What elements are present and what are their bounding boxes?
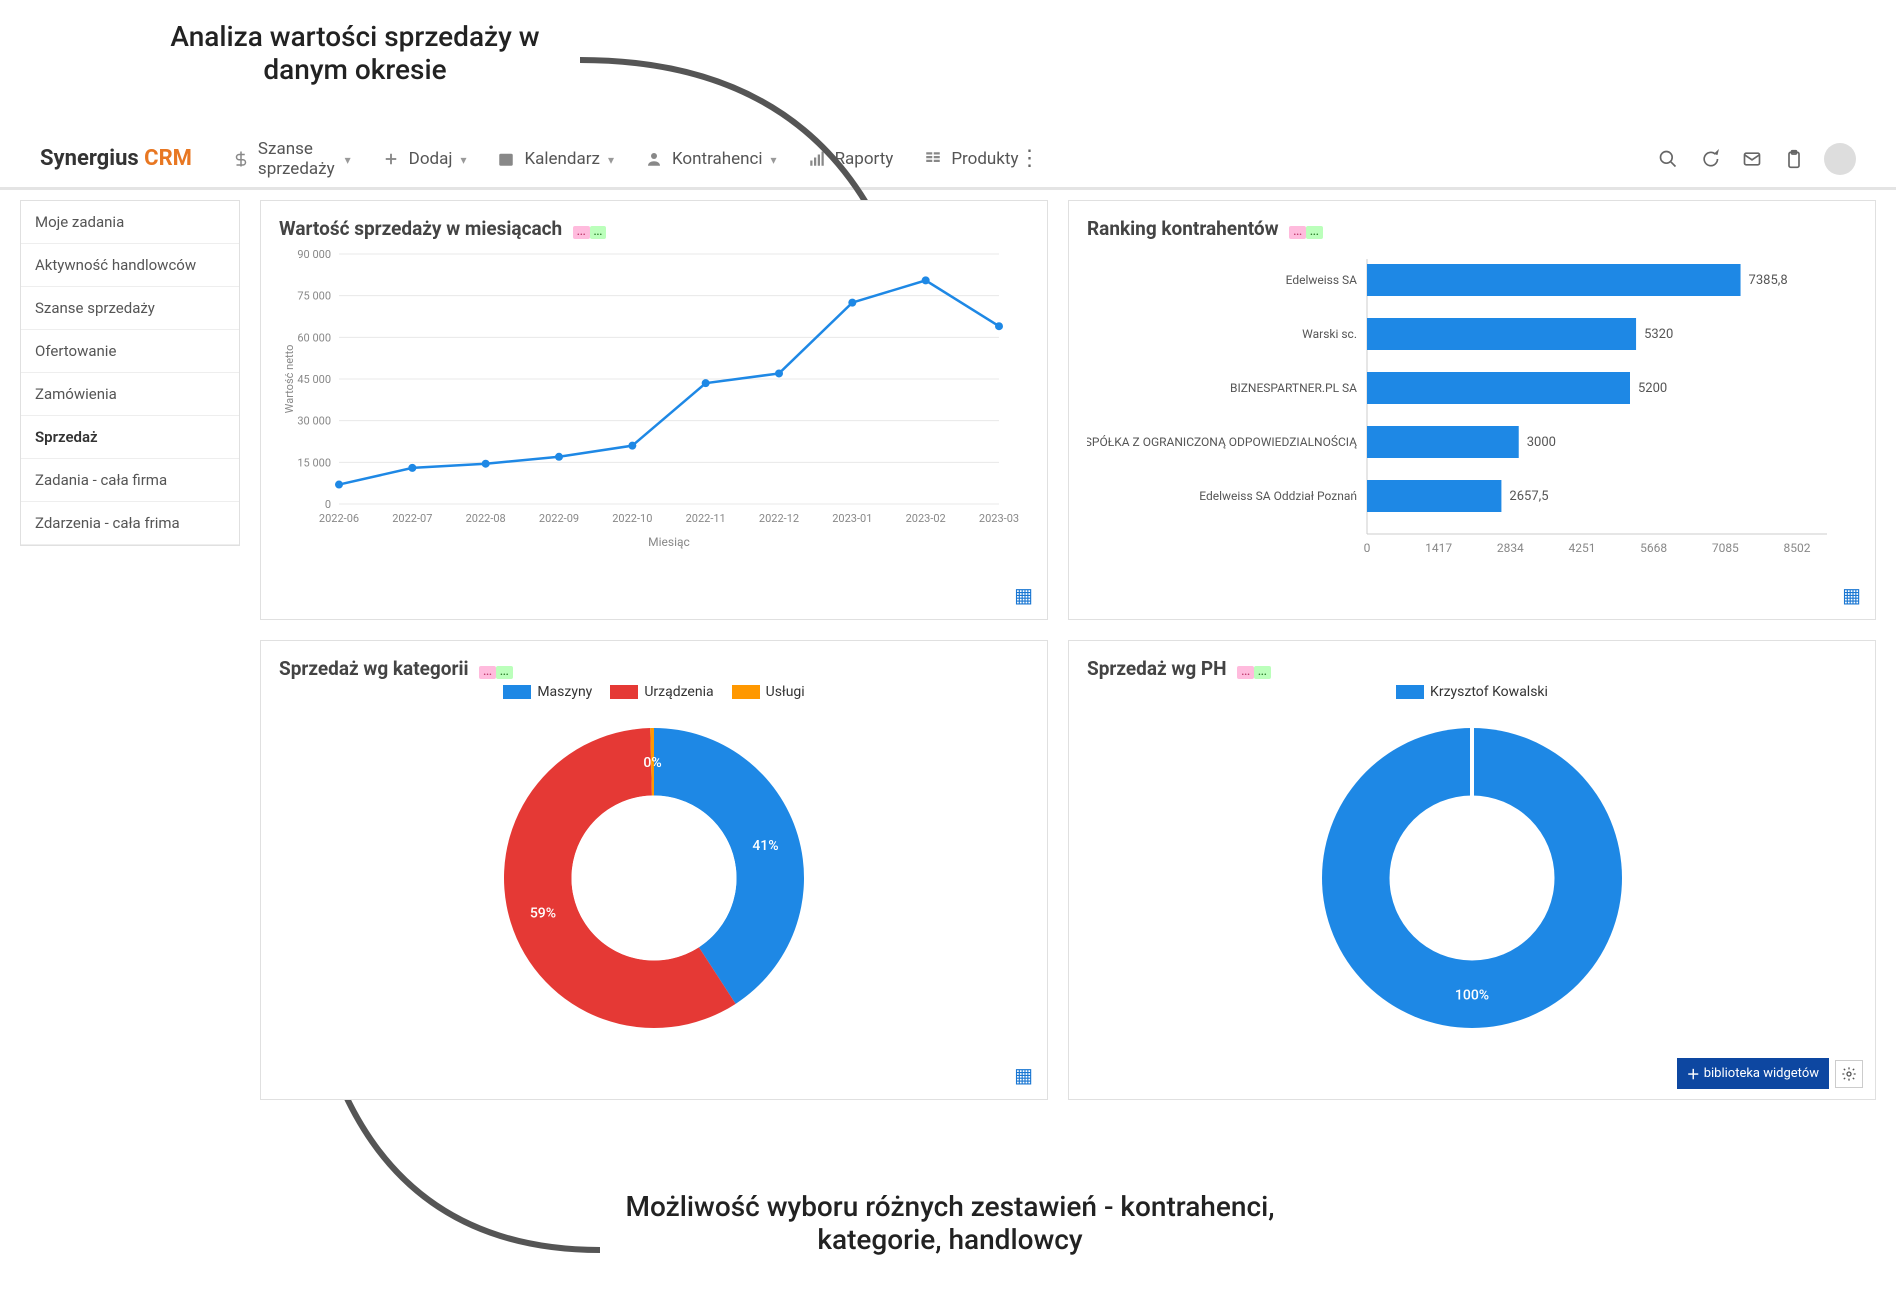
svg-text:Edelweiss SA Oddział Poznań: Edelweiss SA Oddział Poznań bbox=[1199, 489, 1357, 503]
svg-text:Wartość netto: Wartość netto bbox=[283, 345, 296, 414]
svg-text:4251: 4251 bbox=[1569, 541, 1596, 555]
svg-text:1417: 1417 bbox=[1425, 541, 1452, 555]
nav-dodaj[interactable]: Dodaj bbox=[381, 139, 467, 179]
dollar-icon bbox=[232, 149, 250, 169]
svg-text:5320: 5320 bbox=[1644, 327, 1673, 342]
widget-line-sales: Wartość sprzedaży w miesiącach ...... 0 1… bbox=[260, 200, 1048, 620]
svg-text:2022-09: 2022-09 bbox=[539, 512, 579, 525]
nav-label: Raporty bbox=[835, 149, 894, 169]
nav-label: Kontrahenci bbox=[672, 149, 763, 169]
avatar[interactable] bbox=[1824, 143, 1856, 175]
svg-text:15 000: 15 000 bbox=[297, 456, 331, 469]
legend-item: Maszyny bbox=[503, 684, 592, 700]
person-icon bbox=[644, 149, 664, 169]
grid-icon bbox=[923, 149, 943, 169]
legend-item: Usługi bbox=[732, 684, 805, 700]
table-view-icon[interactable]: ▦ bbox=[1842, 583, 1861, 607]
sidebar-item[interactable]: Zadania - cała firma bbox=[21, 459, 239, 502]
svg-text:Edelweiss SA: Edelweiss SA bbox=[1286, 273, 1358, 287]
mail-icon[interactable] bbox=[1740, 147, 1764, 171]
svg-text:2657,5: 2657,5 bbox=[1509, 489, 1548, 504]
svg-text:90 000: 90 000 bbox=[297, 248, 331, 261]
svg-text:7385,8: 7385,8 bbox=[1749, 273, 1788, 288]
plus-icon bbox=[381, 149, 401, 169]
table-view-icon[interactable]: ▦ bbox=[1014, 1063, 1033, 1087]
top-nav: Synergius CRM Szanse sprzedaży Dodaj Kalen… bbox=[0, 130, 1896, 190]
sidebar-item[interactable]: Zdarzenia - cała frima bbox=[21, 502, 239, 545]
nav-szanse-sprzedaży[interactable]: Szanse sprzedaży bbox=[232, 139, 351, 179]
svg-text:2022-08: 2022-08 bbox=[466, 512, 506, 525]
table-view-icon[interactable]: ▦ bbox=[1014, 583, 1033, 607]
more-menu[interactable]: ⋮ bbox=[1019, 146, 1041, 171]
settings-icon[interactable] bbox=[1835, 1060, 1863, 1088]
widget-library-button[interactable]: ＋ biblioteka widgetów bbox=[1677, 1058, 1829, 1089]
svg-text:7085: 7085 bbox=[1712, 541, 1739, 555]
widget-bar-ranking: Ranking kontrahentów ...... 0 1417 2834 425… bbox=[1068, 200, 1876, 620]
sidebar-item[interactable]: Ofertowanie bbox=[21, 330, 239, 373]
clipboard-icon[interactable] bbox=[1782, 147, 1806, 171]
widget-title: Sprzedaż wg kategorii ...... bbox=[279, 657, 1029, 680]
svg-text:45 000: 45 000 bbox=[297, 373, 331, 386]
svg-text:0%: 0% bbox=[643, 755, 661, 771]
svg-text:2023-03: 2023-03 bbox=[979, 512, 1019, 525]
svg-text:0: 0 bbox=[1364, 541, 1371, 555]
svg-text:Miesiąc: Miesiąc bbox=[648, 535, 690, 549]
nav-label: Dodaj bbox=[409, 149, 453, 169]
svg-text:2022-07: 2022-07 bbox=[392, 512, 432, 525]
nav-kontrahenci[interactable]: Kontrahenci bbox=[644, 139, 777, 179]
svg-text:0: 0 bbox=[325, 498, 331, 511]
svg-text:2022-11: 2022-11 bbox=[686, 512, 726, 525]
sidebar-item[interactable]: Moje zadania bbox=[21, 201, 239, 244]
annotation-bottom: Możliwość wyboru różnych zestawień - kon… bbox=[600, 1190, 1300, 1256]
svg-text:5668: 5668 bbox=[1640, 541, 1667, 555]
nav-label: Produkty bbox=[951, 149, 1018, 169]
annotation-top: Analiza wartości sprzedaży w danym okres… bbox=[130, 20, 580, 86]
nav-raporty[interactable]: Raporty bbox=[807, 139, 894, 179]
sidebar-item[interactable]: Aktywność handlowców bbox=[21, 244, 239, 287]
svg-text:100%: 100% bbox=[1455, 987, 1489, 1003]
widget-title: Ranking kontrahentów ...... bbox=[1087, 217, 1857, 240]
widget-title: Wartość sprzedaży w miesiącach ...... bbox=[279, 217, 1029, 240]
sidebar-item[interactable]: Zamówienia bbox=[21, 373, 239, 416]
logo: Synergius CRM bbox=[40, 146, 192, 171]
nav-produkty[interactable]: Produkty bbox=[923, 139, 1018, 179]
sidebar: Moje zadaniaAktywność handlowcówSzanse s… bbox=[20, 200, 240, 546]
svg-text:BIZNESPARTNER.PL SA: BIZNESPARTNER.PL SA bbox=[1230, 381, 1357, 395]
nav-kalendarz[interactable]: Kalendarz bbox=[496, 139, 614, 179]
svg-text:30 000: 30 000 bbox=[297, 415, 331, 428]
sidebar-item[interactable]: Szanse sprzedaży bbox=[21, 287, 239, 330]
svg-text:2022-12: 2022-12 bbox=[759, 512, 799, 525]
svg-text:41%: 41% bbox=[752, 838, 778, 854]
search-icon[interactable] bbox=[1656, 147, 1680, 171]
legend-item: Krzysztof Kowalski bbox=[1396, 684, 1548, 700]
calendar-icon bbox=[496, 149, 516, 169]
nav-label: Szanse sprzedaży bbox=[258, 139, 337, 179]
widget-donut-category: Sprzedaż wg kategorii ...... Maszyny Urzą… bbox=[260, 640, 1048, 1100]
sidebar-item[interactable]: Sprzedaż bbox=[21, 416, 239, 459]
svg-text:2023-02: 2023-02 bbox=[906, 512, 946, 525]
chat-icon[interactable] bbox=[1698, 147, 1722, 171]
bars-icon bbox=[807, 149, 827, 169]
widget-donut-ph: Sprzedaż wg PH ...... Krzysztof Kowalski… bbox=[1068, 640, 1876, 1100]
svg-text:60 000: 60 000 bbox=[297, 331, 331, 344]
svg-text:8502: 8502 bbox=[1784, 541, 1811, 555]
svg-text:2023-01: 2023-01 bbox=[832, 512, 872, 525]
svg-text:75 000: 75 000 bbox=[297, 290, 331, 303]
svg-text:2834: 2834 bbox=[1497, 541, 1524, 555]
svg-text:5200: 5200 bbox=[1638, 381, 1667, 396]
nav-label: Kalendarz bbox=[524, 149, 599, 169]
svg-text:2022-10: 2022-10 bbox=[612, 512, 652, 525]
svg-text:Warski sc.: Warski sc. bbox=[1302, 327, 1357, 341]
svg-text:CIE IT" SPÓŁKA Z OGRANICZONĄ O: CIE IT" SPÓŁKA Z OGRANICZONĄ ODPOWIEDZIA… bbox=[1087, 434, 1357, 449]
widget-title: Sprzedaż wg PH ...... bbox=[1087, 657, 1857, 680]
svg-text:2022-06: 2022-06 bbox=[319, 512, 359, 525]
svg-text:59%: 59% bbox=[530, 905, 556, 921]
svg-text:3000: 3000 bbox=[1527, 435, 1556, 450]
legend-item: Urządzenia bbox=[610, 684, 713, 700]
